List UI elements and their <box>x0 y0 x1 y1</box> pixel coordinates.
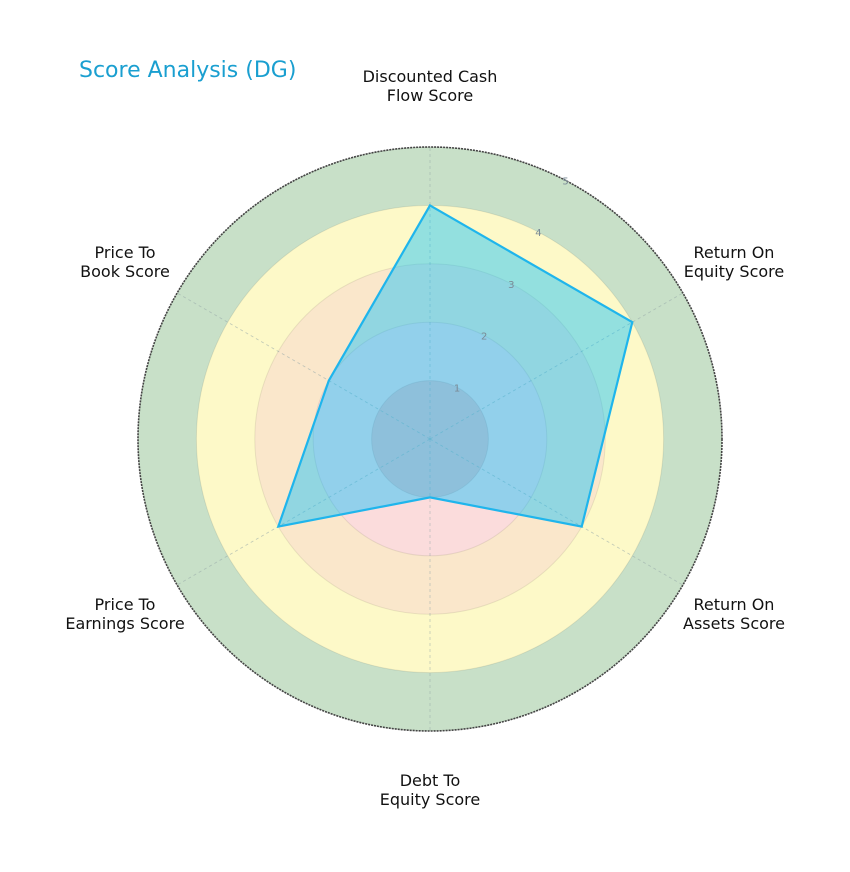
outer-frame <box>137 146 723 732</box>
axis-label-debt-equity: Debt To Equity Score <box>379 771 481 809</box>
axis-spoke <box>176 438 431 586</box>
axis-label-roe: Return On Equity Score <box>683 243 785 281</box>
axis-spokes <box>176 147 684 731</box>
grid-ring <box>254 263 606 615</box>
axis-label-pe: Price To Earnings Score <box>65 595 185 633</box>
axis-label-pb: Price To Book Score <box>80 243 170 281</box>
tick-label: 5 <box>562 176 568 187</box>
axis-spoke <box>429 292 684 440</box>
tick-label: 2 <box>481 332 487 343</box>
axis-spoke <box>176 292 431 440</box>
tick-label: 4 <box>535 228 541 239</box>
chart-title: Score Analysis (DG) <box>79 58 297 83</box>
axis-label-dcf: Discounted Cash Flow Score <box>362 67 498 105</box>
score-polygon <box>276 203 634 529</box>
tick-label: 3 <box>508 280 514 291</box>
axis-label-roa: Return On Assets Score <box>683 595 785 633</box>
radial-tick-labels: 1 2 3 4 5 <box>454 176 569 394</box>
axis-spoke <box>429 438 684 586</box>
grid-ring <box>312 321 548 557</box>
tick-label: 1 <box>454 383 460 394</box>
